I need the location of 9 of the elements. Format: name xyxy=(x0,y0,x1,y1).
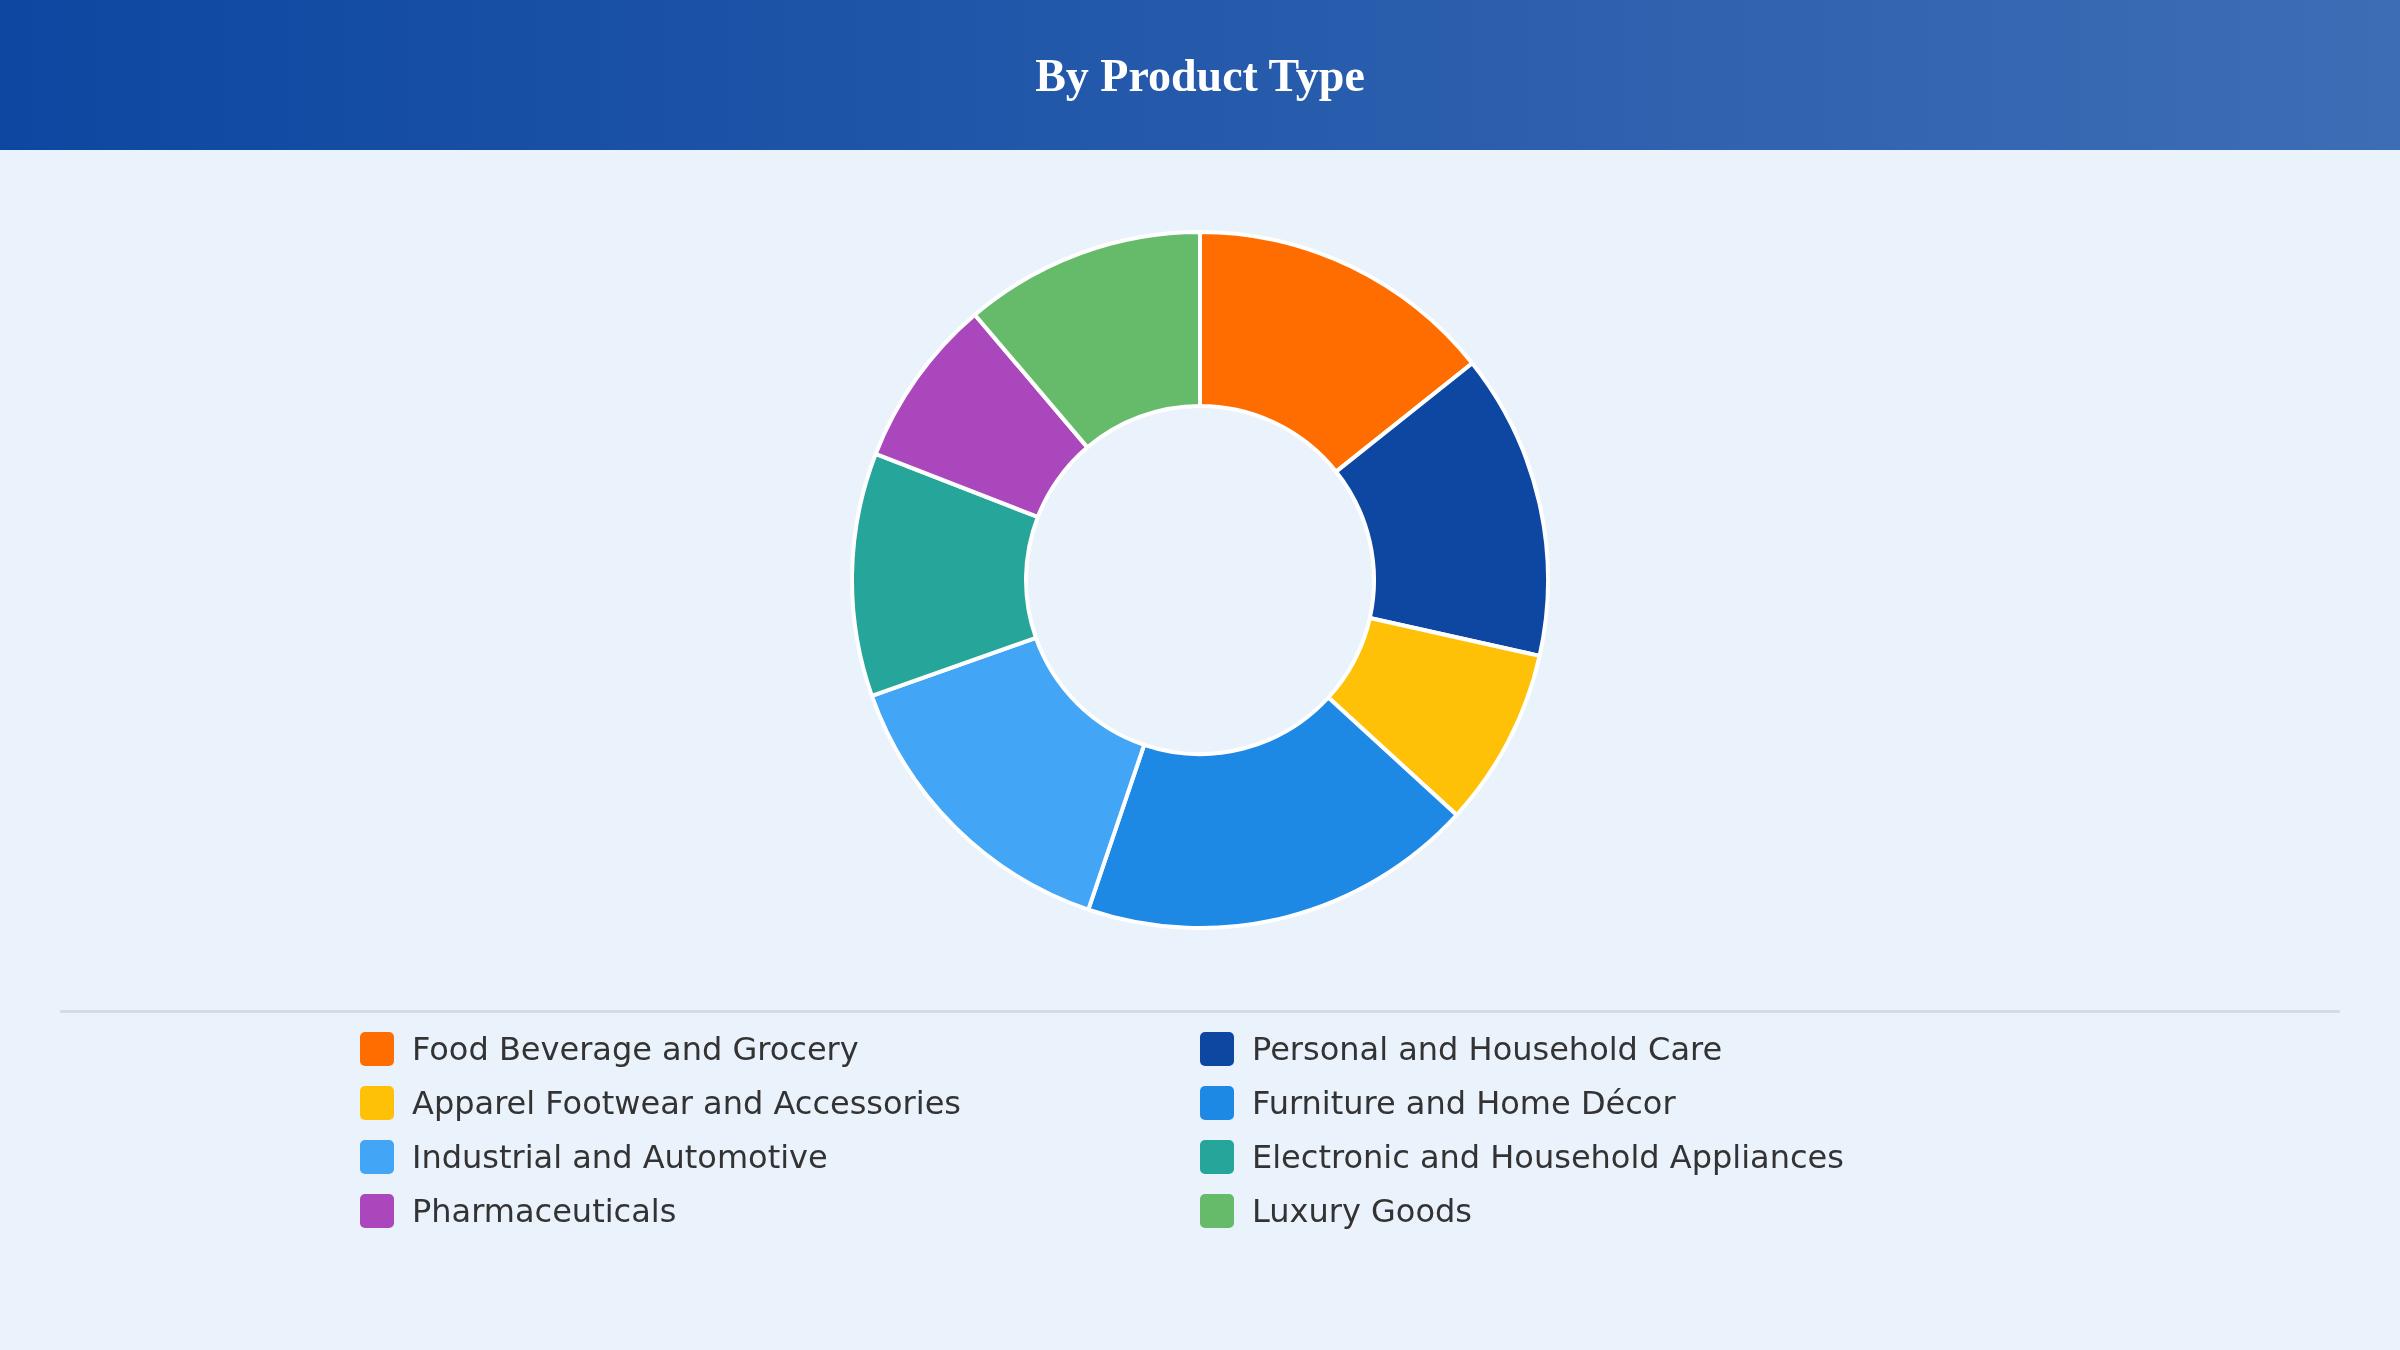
legend-label: Food Beverage and Grocery xyxy=(412,1030,859,1068)
legend-label: Furniture and Home Décor xyxy=(1252,1084,1676,1122)
legend-label: Industrial and Automotive xyxy=(412,1138,828,1176)
chart-title: By Product Type xyxy=(1035,48,1365,102)
legend-label: Luxury Goods xyxy=(1252,1192,1472,1230)
legend-label: Pharmaceuticals xyxy=(412,1192,677,1230)
legend-label: Apparel Footwear and Accessories xyxy=(412,1084,961,1122)
legend-label: Electronic and Household Appliances xyxy=(1252,1138,1844,1176)
legend-label: Personal and Household Care xyxy=(1252,1030,1723,1068)
